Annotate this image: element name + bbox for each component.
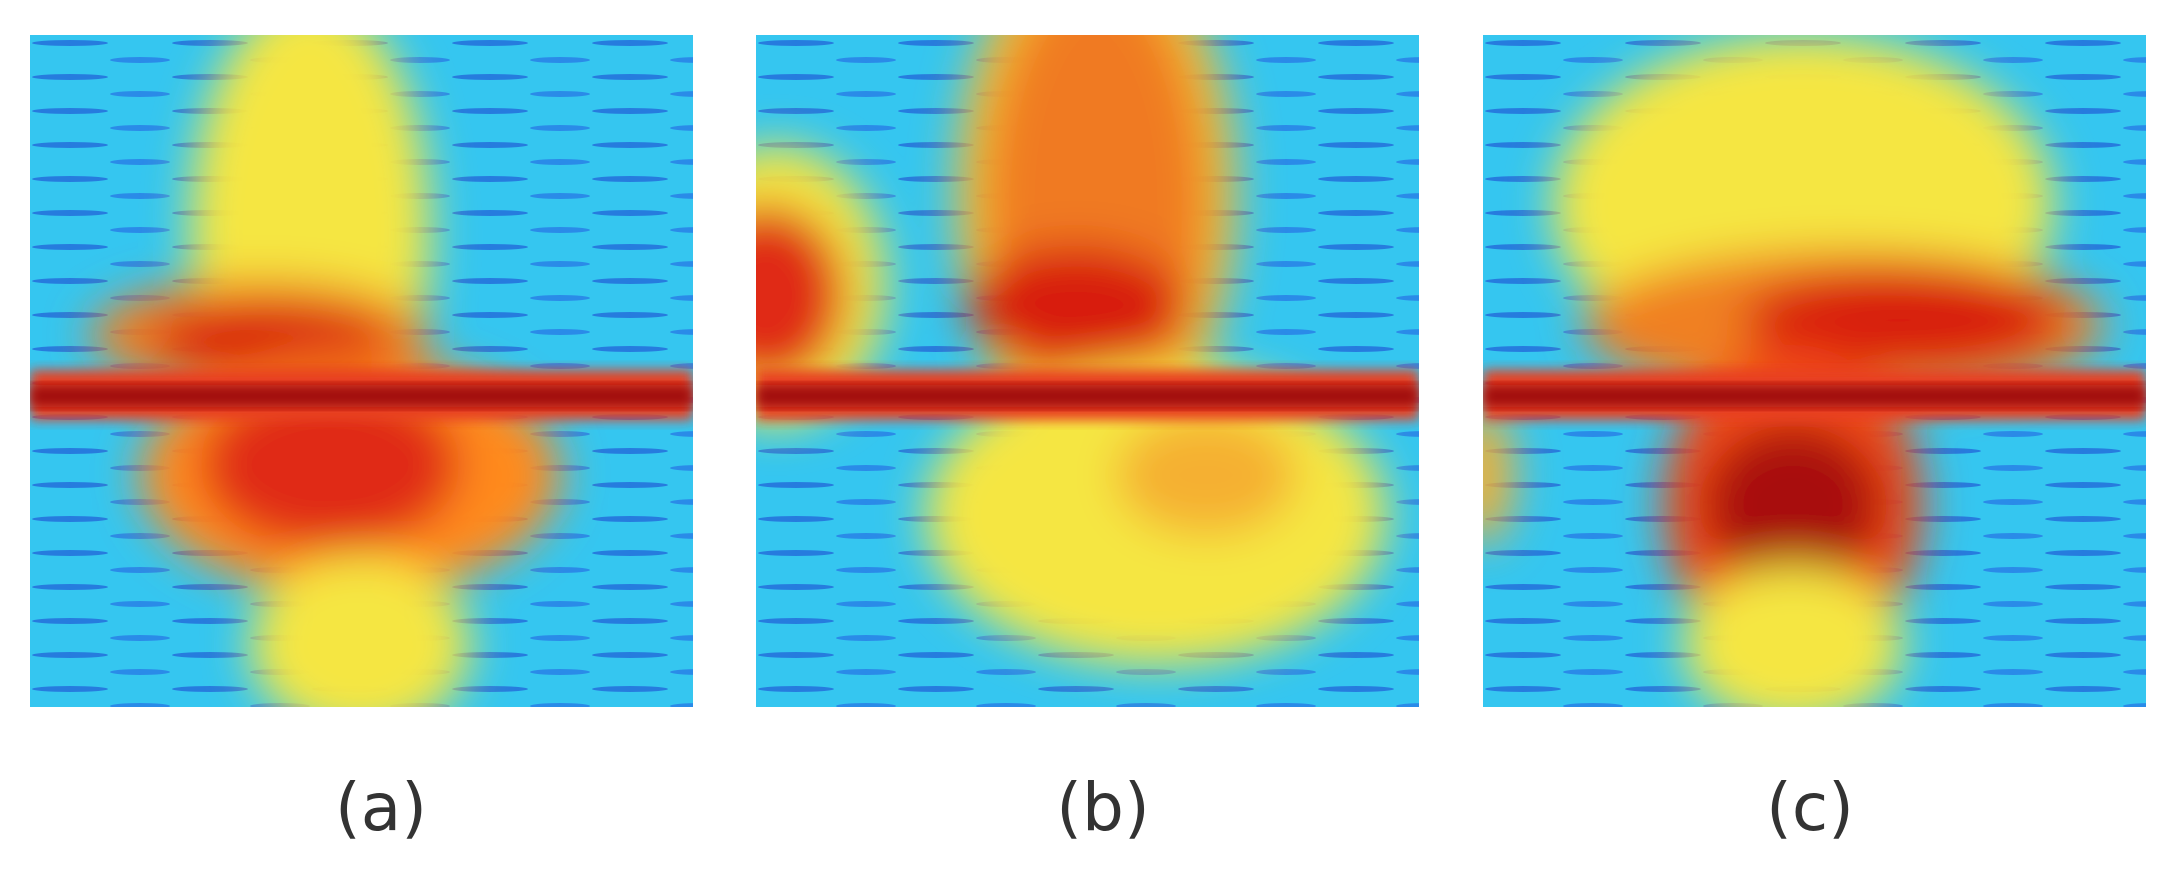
heat-blobs [1483, 35, 2103, 707]
blob [1116, 415, 1296, 535]
blob [1703, 425, 1883, 585]
heat-blobs [756, 35, 1386, 665]
panel-label: (b) [1056, 769, 1149, 846]
band-core [1483, 385, 2146, 407]
blob [1483, 405, 1513, 545]
blob [756, 205, 846, 385]
panel-b [756, 35, 1419, 707]
band-core [30, 385, 693, 407]
blob [250, 555, 470, 707]
panel-a [30, 35, 693, 707]
panel-c [1483, 35, 2146, 707]
blob [200, 380, 460, 550]
band-core [756, 385, 1419, 407]
blob [1743, 270, 2063, 370]
panel-label: (a) [335, 769, 427, 846]
panel-label: (c) [1766, 769, 1854, 846]
blob [966, 245, 1186, 365]
blob [1683, 565, 1903, 707]
